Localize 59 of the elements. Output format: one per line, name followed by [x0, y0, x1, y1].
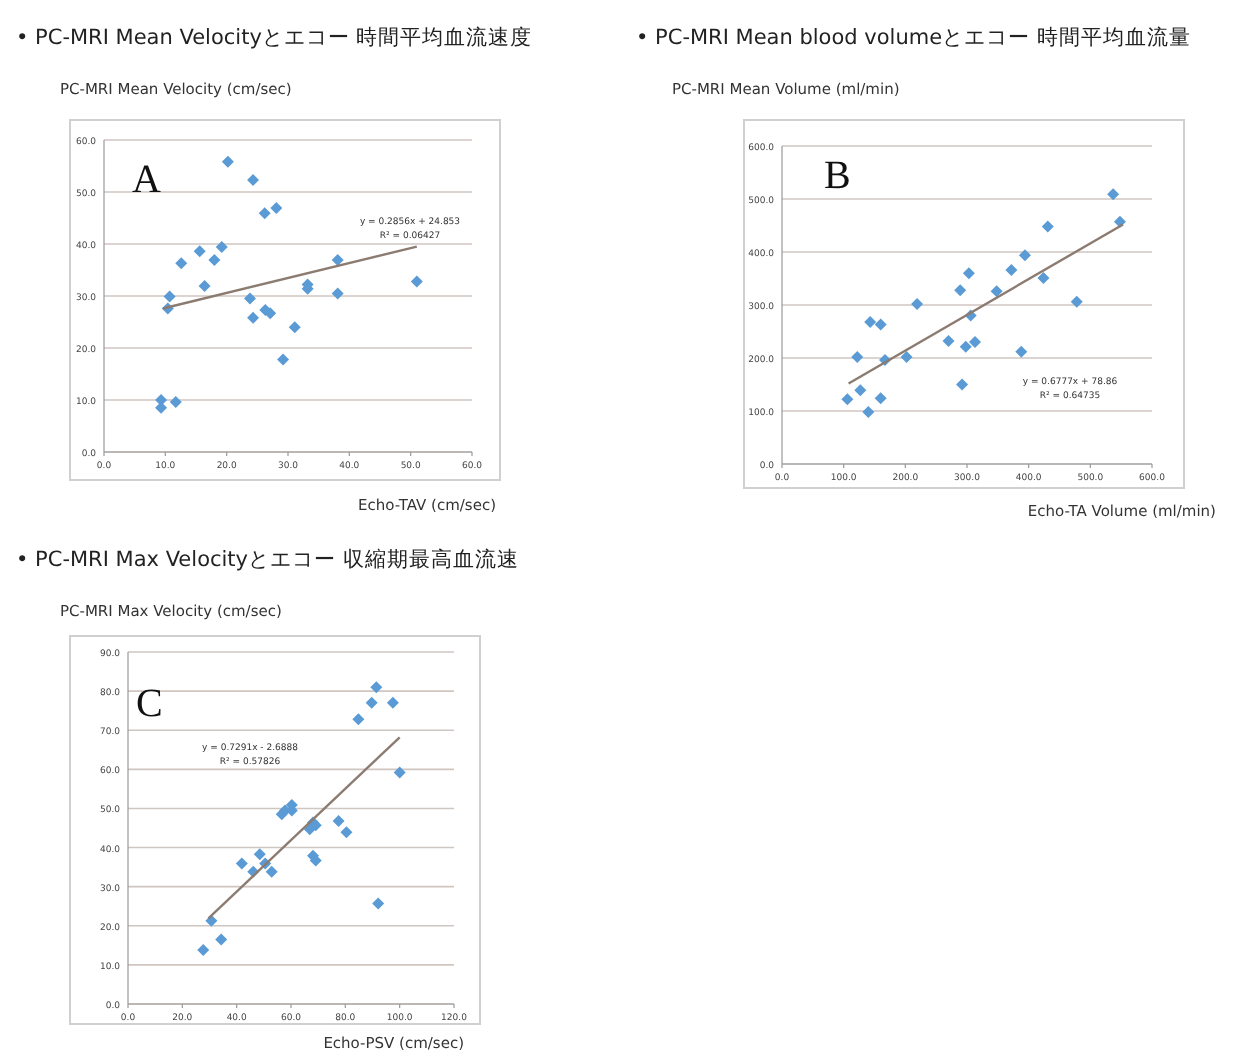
point [862, 406, 875, 419]
point [1070, 295, 1083, 308]
point [954, 284, 967, 297]
point [1037, 271, 1050, 284]
chart-title: • PC-MRI Max Velocityとエコー 収縮期最高血流速 [16, 546, 519, 572]
point [253, 848, 266, 861]
point [270, 202, 283, 215]
point [169, 396, 182, 409]
point [288, 321, 301, 334]
point [1005, 264, 1018, 277]
point [874, 392, 887, 405]
point [215, 241, 228, 254]
point [959, 340, 972, 353]
point [221, 155, 234, 168]
point [332, 814, 345, 827]
annotation: C [136, 682, 163, 726]
point [365, 696, 378, 709]
point [265, 865, 278, 878]
point [393, 766, 406, 779]
point [969, 336, 982, 349]
point [340, 826, 353, 839]
point [197, 944, 210, 957]
point [854, 384, 867, 397]
point [874, 318, 887, 331]
point [370, 681, 383, 694]
point [247, 311, 260, 324]
point [215, 933, 228, 946]
point [851, 350, 864, 363]
point [198, 280, 211, 293]
point [331, 287, 344, 300]
point [193, 245, 206, 258]
chart-title: • PC-MRI Mean Velocityとエコー 時間平均血流速度 [16, 24, 533, 50]
point [1107, 188, 1120, 201]
point [911, 297, 924, 310]
point [175, 257, 188, 270]
point [942, 335, 955, 348]
point [277, 353, 290, 366]
point [372, 897, 385, 910]
point [208, 254, 221, 267]
point [900, 350, 913, 363]
point [990, 285, 1003, 298]
point [410, 275, 423, 288]
point [352, 713, 365, 726]
annotation: B [824, 154, 851, 198]
point [1015, 345, 1028, 358]
point [864, 315, 877, 328]
point [163, 290, 176, 303]
chart-title: • PC-MRI Mean blood volumeとエコー 時間平均血流量 [636, 24, 1191, 50]
point [962, 267, 975, 280]
point [1041, 220, 1054, 233]
point [243, 292, 256, 305]
point [386, 696, 399, 709]
point [956, 378, 969, 391]
point [841, 393, 854, 406]
point [1018, 249, 1031, 262]
point [247, 174, 260, 187]
point [258, 207, 271, 220]
annotation: A [132, 158, 162, 202]
point [235, 857, 248, 870]
